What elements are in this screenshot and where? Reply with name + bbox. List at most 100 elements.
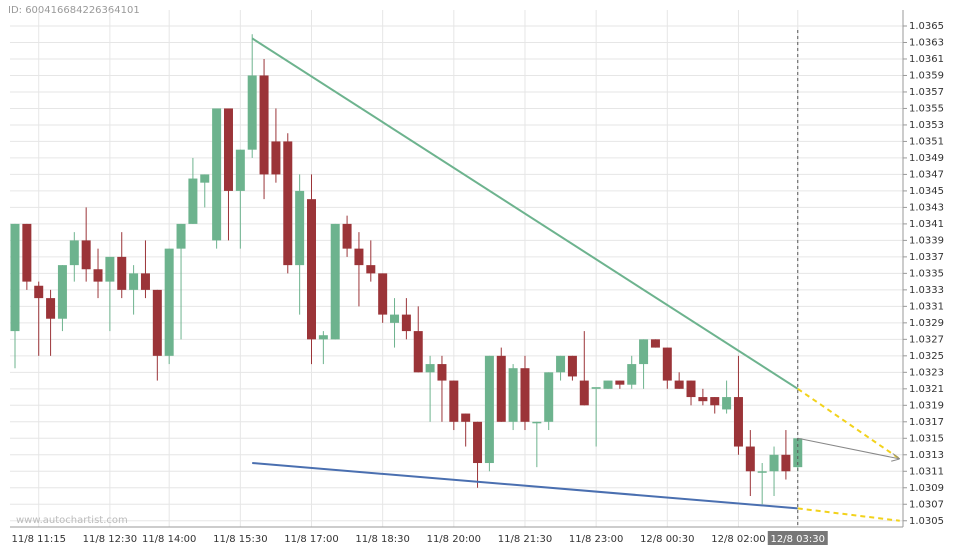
watermark: www.autochartist.com bbox=[16, 515, 128, 526]
candle-body bbox=[354, 248, 364, 266]
x-tick-label: 11/8 15:30 bbox=[213, 534, 267, 545]
y-tick-label: 1.0315 bbox=[909, 433, 944, 444]
candle-body bbox=[544, 372, 554, 422]
candle-body bbox=[188, 178, 198, 224]
y-tick-label: 1.0353 bbox=[909, 120, 944, 131]
candle-body bbox=[603, 380, 613, 389]
y-tick-label: 1.0331 bbox=[909, 301, 944, 312]
candle-body bbox=[437, 364, 447, 381]
candle-body bbox=[722, 397, 732, 410]
candle-body bbox=[69, 240, 79, 266]
y-tick-label: 1.0359 bbox=[909, 70, 944, 81]
y-tick-label: 1.0345 bbox=[909, 186, 944, 197]
x-label-highlight bbox=[767, 531, 828, 545]
candle-body bbox=[10, 223, 20, 332]
y-tick-label: 1.0317 bbox=[909, 417, 944, 428]
candle-body bbox=[247, 75, 257, 150]
x-tick-label: 11/8 12:30 bbox=[83, 534, 137, 545]
x-tick-label: 12/8 03:30 bbox=[771, 534, 825, 545]
y-tick-label: 1.0311 bbox=[909, 466, 944, 477]
x-tick-label: 11/8 18:30 bbox=[355, 534, 409, 545]
candle-body bbox=[781, 454, 791, 472]
y-tick-label: 1.0347 bbox=[909, 169, 944, 180]
candle-body bbox=[235, 149, 245, 191]
candle-body bbox=[461, 413, 471, 422]
x-tick-label: 11/8 17:00 bbox=[284, 534, 338, 545]
candle-body bbox=[81, 240, 91, 270]
candle-body bbox=[639, 339, 649, 365]
x-tick-label: 11/8 11:15 bbox=[11, 534, 65, 545]
candle-body bbox=[164, 248, 174, 356]
y-tick-label: 1.0305 bbox=[909, 516, 944, 527]
candle-body bbox=[591, 387, 601, 389]
candle-body bbox=[698, 397, 708, 402]
id-label: ID: 600416684226364101 bbox=[8, 5, 140, 16]
candle-body bbox=[425, 364, 435, 373]
y-tick-label: 1.0355 bbox=[909, 103, 944, 114]
candle-body bbox=[200, 174, 210, 183]
candle-body bbox=[366, 265, 376, 274]
candle-body bbox=[745, 446, 755, 472]
y-tick-label: 1.0339 bbox=[909, 235, 944, 246]
candle-body bbox=[93, 269, 103, 282]
y-tick-label: 1.0343 bbox=[909, 202, 944, 213]
y-tick-label: 1.0323 bbox=[909, 367, 944, 378]
candle-body bbox=[579, 380, 589, 406]
candle-body bbox=[378, 273, 388, 315]
grid bbox=[10, 10, 907, 527]
y-tick-label: 1.0319 bbox=[909, 400, 944, 411]
candle-body bbox=[129, 273, 139, 290]
candle-body bbox=[34, 285, 44, 299]
x-tick-label: 12/8 00:30 bbox=[640, 534, 694, 545]
y-tick-label: 1.0309 bbox=[909, 483, 944, 494]
candle-body bbox=[152, 289, 162, 356]
trend-line bbox=[251, 37, 799, 390]
x-tick-label: 11/8 21:30 bbox=[498, 534, 552, 545]
candle-body bbox=[567, 355, 577, 377]
candle-body bbox=[662, 347, 672, 381]
candle-body bbox=[212, 108, 222, 241]
candle-body bbox=[484, 355, 494, 464]
candle-body bbox=[556, 355, 566, 373]
x-tick-label: 12/8 02:00 bbox=[711, 534, 765, 545]
candle-body bbox=[105, 256, 115, 282]
candle-body bbox=[615, 380, 625, 385]
candle-body bbox=[413, 331, 423, 373]
candle-body bbox=[330, 223, 340, 340]
candle-body bbox=[140, 273, 150, 290]
y-tick-label: 1.0363 bbox=[909, 37, 944, 48]
candle-body bbox=[283, 141, 293, 266]
y-tick-label: 1.0361 bbox=[909, 54, 944, 65]
y-tick-label: 1.0357 bbox=[909, 87, 944, 98]
candle-body bbox=[318, 335, 328, 340]
candle-body bbox=[117, 256, 127, 290]
candle-body bbox=[627, 364, 637, 385]
candle-body bbox=[46, 298, 56, 319]
candle-body bbox=[271, 141, 281, 175]
y-tick-label: 1.0313 bbox=[909, 450, 944, 461]
candle-body bbox=[295, 190, 305, 266]
candle-body bbox=[176, 223, 186, 249]
y-tick-label: 1.0325 bbox=[909, 351, 944, 362]
candle-body bbox=[223, 108, 233, 191]
candle-body bbox=[307, 199, 316, 340]
candle-body bbox=[401, 314, 411, 332]
y-tick-label: 1.0321 bbox=[909, 384, 944, 395]
candle-body bbox=[686, 380, 696, 398]
marks bbox=[10, 34, 900, 522]
trend-line bbox=[797, 507, 900, 522]
candle-body bbox=[532, 421, 542, 424]
y-tick-label: 1.0349 bbox=[909, 153, 944, 164]
trend-line bbox=[252, 462, 798, 510]
y-tick-label: 1.0365 bbox=[909, 21, 944, 32]
y-tick-label: 1.0351 bbox=[909, 136, 944, 147]
x-tick-label: 11/8 20:00 bbox=[427, 534, 481, 545]
candle-body bbox=[674, 380, 684, 389]
candle-body bbox=[520, 368, 530, 422]
y-tick-label: 1.0341 bbox=[909, 219, 944, 230]
candle-body bbox=[57, 265, 67, 319]
y-tick-label: 1.0335 bbox=[909, 268, 944, 279]
candle-body bbox=[710, 397, 720, 406]
trend-line bbox=[797, 437, 900, 459]
